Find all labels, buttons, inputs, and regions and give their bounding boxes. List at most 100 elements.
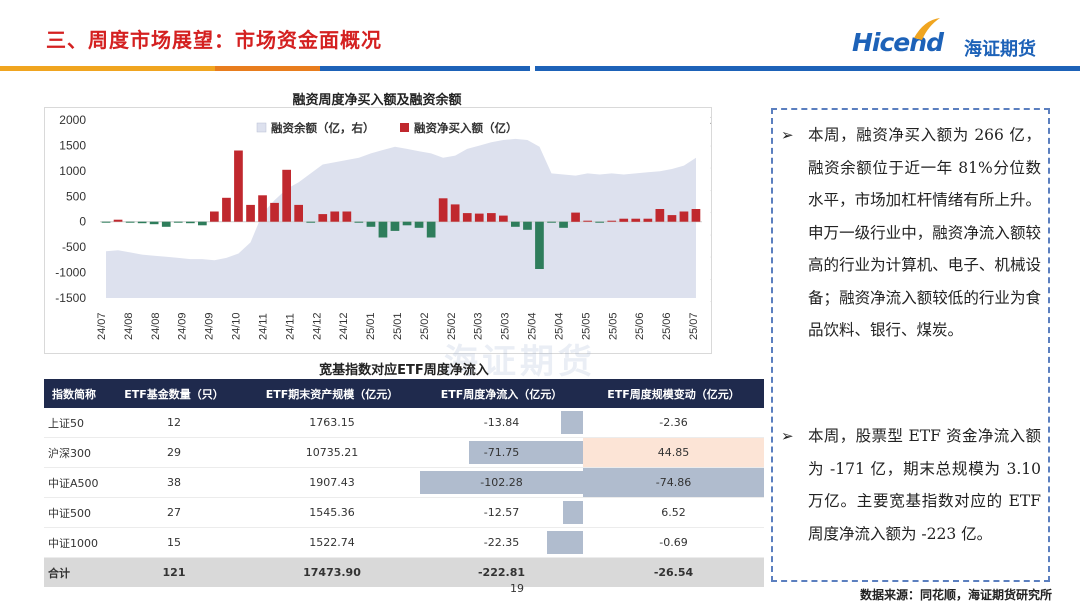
inflow-bar bbox=[547, 531, 583, 554]
inflow-bar bbox=[562, 501, 583, 524]
x-tick-label: 25/01 bbox=[365, 312, 377, 340]
net-buy-bar bbox=[258, 195, 267, 222]
net-buy-bar bbox=[450, 204, 460, 222]
asset-size: 10735.21 bbox=[244, 437, 420, 468]
net-buy-bar bbox=[571, 212, 580, 222]
inflow-value: -71.75 bbox=[483, 446, 520, 459]
net-buy-bar bbox=[607, 220, 617, 222]
change-value: 6.52 bbox=[661, 506, 686, 519]
legend-swatch-netbuy bbox=[400, 123, 409, 132]
col-header-change: ETF周度规模变动（亿元） bbox=[583, 379, 764, 408]
net-buy-bar bbox=[354, 221, 364, 223]
net-buy-bar bbox=[667, 215, 677, 222]
net-buy-bar bbox=[619, 218, 629, 222]
net-buy-bar bbox=[113, 219, 123, 222]
size-change: 6.52 bbox=[583, 497, 764, 528]
net-buy-bar bbox=[173, 221, 183, 223]
net-buy-bar bbox=[390, 221, 400, 231]
x-tick-label: 25/02 bbox=[446, 312, 458, 340]
bullet-icon: ➢ bbox=[781, 126, 794, 144]
right-tick-label: 19000 bbox=[710, 135, 711, 149]
net-buy-bar bbox=[523, 221, 532, 230]
net-buy-bar bbox=[535, 221, 544, 269]
margin-chart: 2000 1500 1000 500 0 -500 -1000 -1500 20000 19000… bbox=[55, 113, 743, 340]
index-name: 中证A500 bbox=[44, 467, 104, 498]
net-buy-bar bbox=[198, 221, 207, 226]
watermark: 海证期货 bbox=[444, 342, 596, 382]
total-count: 121 bbox=[104, 557, 244, 587]
table-total-row: 合计 121 17473.90 -222.81 -26.54 bbox=[44, 557, 764, 587]
change-value: -74.86 bbox=[655, 476, 692, 489]
net-buy-bar bbox=[270, 202, 279, 222]
net-buy-bar bbox=[631, 218, 641, 222]
x-tick-label: 24/11 bbox=[257, 313, 269, 340]
total-label: 合计 bbox=[44, 557, 104, 587]
commentary-paragraph-2: 本周，股票型 ETF 资金净流入额为 -171 亿，期末总规模为 3.10 万亿… bbox=[808, 427, 1041, 543]
fund-count: 27 bbox=[104, 497, 244, 528]
x-tick-label: 24/12 bbox=[338, 312, 350, 340]
fund-count: 15 bbox=[104, 527, 244, 558]
net-buy-bar bbox=[559, 221, 568, 228]
fund-count: 12 bbox=[104, 408, 244, 438]
right-tick-label: 12000 bbox=[710, 291, 711, 305]
net-buy-bar bbox=[487, 213, 496, 222]
col-header-assets: ETF期末资产规模（亿元） bbox=[244, 379, 420, 408]
index-name: 中证1000 bbox=[44, 527, 104, 558]
inflow-bar bbox=[420, 471, 583, 494]
net-buy-bar bbox=[679, 211, 689, 222]
left-tick-label: -500 bbox=[62, 240, 86, 254]
net-buy-bar bbox=[366, 221, 376, 227]
left-tick-label: -1500 bbox=[55, 291, 86, 305]
left-tick-label: -1000 bbox=[55, 266, 86, 280]
size-change: 44.85 bbox=[583, 437, 764, 468]
net-buy-bar bbox=[149, 221, 159, 225]
net-buy-bar bbox=[462, 213, 472, 222]
size-change: -2.36 bbox=[583, 408, 764, 438]
legend-swatch-balance bbox=[256, 122, 267, 133]
asset-size: 1545.36 bbox=[244, 497, 420, 528]
right-tick-label: 15000 bbox=[710, 224, 711, 238]
net-buy-bar bbox=[125, 221, 135, 223]
net-buy-bar bbox=[691, 209, 701, 222]
right-tick-label: 16000 bbox=[710, 202, 711, 216]
net-buy-bar bbox=[378, 221, 388, 238]
right-tick-label: 17000 bbox=[710, 180, 711, 194]
x-tick-label: 24/10 bbox=[231, 312, 243, 340]
right-tick-label: 20000 bbox=[710, 113, 711, 127]
header-stripe-2 bbox=[215, 66, 320, 71]
net-buy-bar bbox=[342, 211, 352, 222]
right-tick-label: 14000 bbox=[710, 247, 711, 261]
total-assets: 17473.90 bbox=[244, 557, 420, 587]
x-tick-label: 25/02 bbox=[419, 312, 431, 340]
left-tick-label: 2000 bbox=[59, 113, 86, 127]
net-buy-bar bbox=[414, 221, 424, 228]
change-value: -0.69 bbox=[659, 536, 688, 549]
net-buy-bar bbox=[474, 213, 484, 222]
net-buy-bar bbox=[655, 209, 665, 222]
table-row: 中证A500 38 1907.43 -102.28 -74.86 bbox=[44, 467, 764, 498]
legend-label-balance: 融资余额（亿，右） bbox=[271, 121, 375, 135]
x-tick-label: 24/12 bbox=[311, 312, 323, 340]
left-tick-label: 1500 bbox=[59, 138, 86, 152]
legend-label-netbuy: 融资净买入额（亿） bbox=[414, 121, 518, 135]
weekly-inflow: -71.75 bbox=[420, 437, 583, 468]
net-buy-bar bbox=[583, 220, 592, 222]
net-buy-bar bbox=[186, 221, 195, 224]
x-tick-label: 25/01 bbox=[392, 312, 404, 340]
brand-cn: 海证期货 bbox=[964, 39, 1036, 60]
fund-count: 29 bbox=[104, 437, 244, 468]
asset-size: 1763.15 bbox=[244, 408, 420, 438]
net-buy-bar bbox=[294, 204, 303, 222]
net-buy-bar bbox=[499, 215, 508, 222]
margin-chart-frame: 2000 1500 1000 500 0 -500 -1000 -1500 20000 19000… bbox=[44, 107, 744, 354]
weekly-inflow: -22.35 bbox=[420, 527, 583, 558]
size-change: -0.69 bbox=[583, 527, 764, 558]
change-value: -2.36 bbox=[659, 416, 688, 429]
inflow-value: -102.28 bbox=[480, 476, 523, 489]
commentary-box: ➢ 本周，融资净买入额为 266 亿，融资余额位于近一年 81%分位数水平，市场… bbox=[771, 108, 1050, 582]
data-source: 数据来源：同花顺，海证期货研究所 bbox=[859, 588, 1052, 602]
net-buy-bar bbox=[137, 221, 147, 224]
weekly-inflow: -13.84 bbox=[420, 408, 583, 438]
x-tick-label: 25/05 bbox=[607, 312, 619, 340]
commentary-paragraph-1: 本周，融资净买入额为 266 亿，融资余额位于近一年 81%分位数水平，市场加杠… bbox=[808, 126, 1041, 339]
